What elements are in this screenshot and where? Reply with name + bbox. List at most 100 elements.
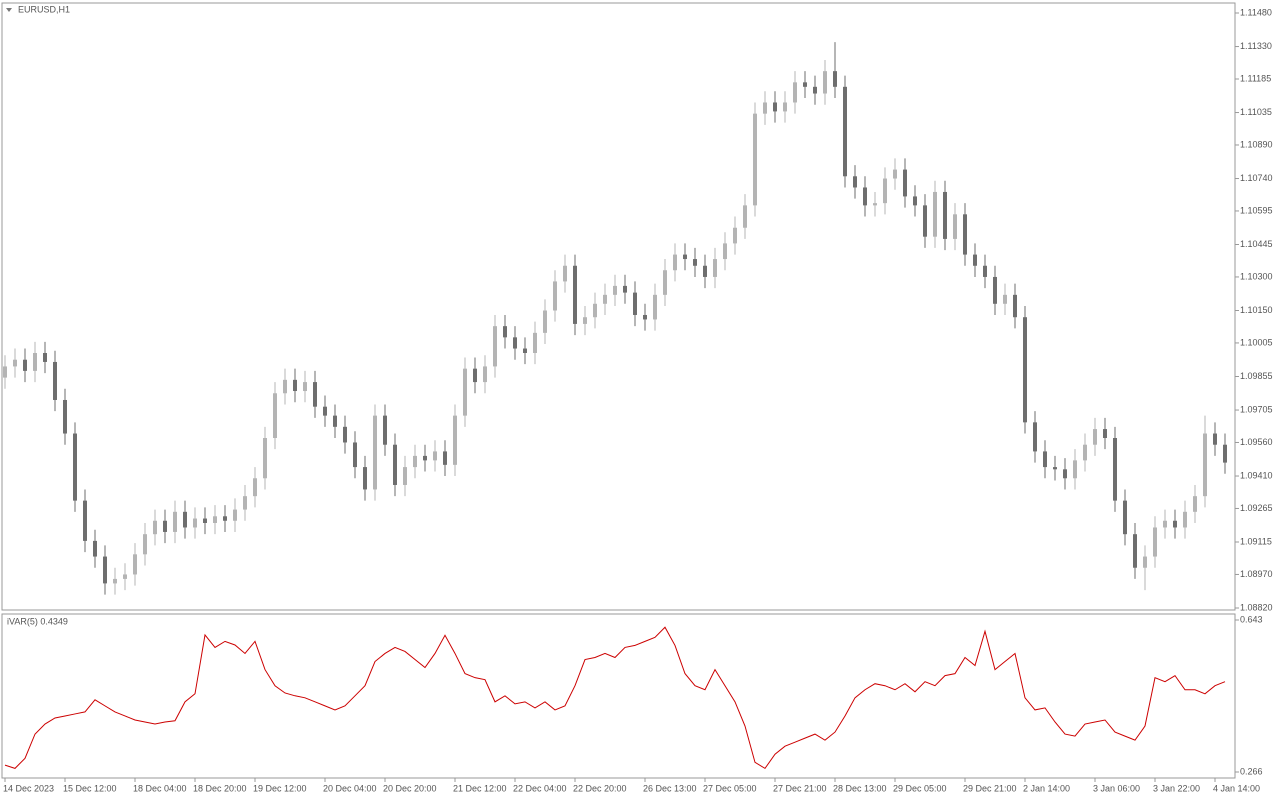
candle-body bbox=[253, 478, 257, 497]
candle-body bbox=[273, 393, 277, 438]
candle-body bbox=[593, 303, 597, 318]
x-tick-label: 21 Dec 12:00 bbox=[453, 783, 507, 793]
candle-body bbox=[413, 455, 417, 468]
y-tick-label: 1.09560 bbox=[1240, 437, 1273, 447]
x-tick-label: 29 Dec 21:00 bbox=[963, 783, 1017, 793]
candle-body bbox=[903, 169, 907, 197]
candle-body bbox=[1213, 433, 1217, 445]
candle-body bbox=[183, 511, 187, 528]
candle-body bbox=[733, 227, 737, 244]
collapse-icon[interactable] bbox=[6, 8, 12, 12]
candle-body bbox=[563, 265, 567, 282]
x-tick-label: 18 Dec 20:00 bbox=[193, 783, 247, 793]
y-tick-label: 1.10150 bbox=[1240, 305, 1273, 315]
candle-body bbox=[293, 379, 297, 392]
candle-body bbox=[933, 191, 937, 237]
candle-body bbox=[263, 438, 267, 479]
candle-body bbox=[483, 366, 487, 383]
x-tick-label: 28 Dec 13:00 bbox=[833, 783, 887, 793]
candle-body bbox=[1193, 496, 1197, 512]
candle-body bbox=[553, 281, 557, 311]
candle-body bbox=[453, 415, 457, 465]
y-tick-label: 1.11480 bbox=[1240, 7, 1272, 17]
candle-body bbox=[63, 399, 67, 434]
candle-body bbox=[913, 196, 917, 206]
candle-body bbox=[673, 254, 677, 271]
candle-body bbox=[823, 71, 827, 94]
candle-body bbox=[783, 102, 787, 112]
candle-body bbox=[203, 518, 207, 523]
candle-body bbox=[713, 259, 717, 277]
candle-body bbox=[193, 518, 197, 528]
candle-body bbox=[233, 509, 237, 521]
y-tick-label: 1.10595 bbox=[1240, 205, 1273, 215]
candle-body bbox=[983, 265, 987, 277]
candle-body bbox=[953, 214, 957, 239]
candle-body bbox=[443, 451, 447, 465]
y-tick-label: 1.11035 bbox=[1240, 107, 1272, 117]
candle-body bbox=[573, 265, 577, 324]
y-tick-label: 1.11185 bbox=[1240, 73, 1271, 83]
candle-body bbox=[93, 540, 97, 557]
candle-body bbox=[1223, 444, 1227, 463]
x-tick-label: 22 Dec 20:00 bbox=[573, 783, 627, 793]
candle-body bbox=[863, 187, 867, 206]
y-tick-label: 0.643 bbox=[1240, 614, 1263, 624]
candle-body bbox=[1063, 469, 1067, 479]
y-tick-label: 1.09855 bbox=[1240, 371, 1273, 381]
candle-body bbox=[703, 265, 707, 277]
candle-body bbox=[363, 467, 367, 490]
candle-body bbox=[143, 534, 147, 555]
candle-body bbox=[623, 285, 627, 293]
candle-body bbox=[463, 368, 467, 416]
y-tick-label: 1.10300 bbox=[1240, 271, 1273, 281]
candle-body bbox=[433, 451, 437, 461]
candle-body bbox=[893, 169, 897, 179]
candle-body bbox=[773, 102, 777, 112]
x-tick-label: 20 Dec 04:00 bbox=[323, 783, 377, 793]
candle-body bbox=[923, 205, 927, 237]
x-tick-label: 19 Dec 12:00 bbox=[253, 783, 307, 793]
candle-body bbox=[533, 332, 537, 353]
candle-body bbox=[123, 574, 127, 579]
y-tick-label: 1.10005 bbox=[1240, 337, 1273, 347]
candle-body bbox=[1003, 294, 1007, 304]
indicator-line bbox=[4, 626, 1226, 770]
x-tick-label: 20 Dec 20:00 bbox=[383, 783, 437, 793]
x-tick-label: 14 Dec 2023 bbox=[3, 783, 54, 793]
candle-body bbox=[373, 415, 377, 490]
candle-body bbox=[3, 366, 7, 378]
candle-body bbox=[693, 259, 697, 266]
candle-body bbox=[473, 368, 477, 383]
candle-body bbox=[503, 326, 507, 338]
x-tick-label: 15 Dec 12:00 bbox=[63, 783, 117, 793]
candle-body bbox=[513, 337, 517, 349]
candle-body bbox=[973, 254, 977, 266]
candle-body bbox=[873, 203, 877, 206]
y-tick-label: 1.10740 bbox=[1240, 173, 1273, 183]
candle-body bbox=[603, 294, 607, 304]
candle-body bbox=[1043, 451, 1047, 468]
candle-body bbox=[53, 361, 57, 400]
y-tick-label: 1.11330 bbox=[1240, 41, 1272, 51]
candle-body bbox=[1183, 511, 1187, 528]
candle-body bbox=[1023, 317, 1027, 423]
y-tick-label: 1.10445 bbox=[1240, 239, 1273, 249]
candle-body bbox=[763, 102, 767, 114]
candle-body bbox=[1203, 433, 1207, 497]
candle-body bbox=[743, 205, 747, 228]
candle-body bbox=[853, 176, 857, 188]
x-tick-label: 3 Jan 06:00 bbox=[1093, 783, 1140, 793]
candle-body bbox=[393, 444, 397, 485]
y-tick-label: 1.09705 bbox=[1240, 404, 1273, 414]
indicator-title: iVAR(5) 0.4349 bbox=[7, 616, 68, 626]
x-tick-label: 29 Dec 05:00 bbox=[893, 783, 947, 793]
symbol-title: EURUSD,H1 bbox=[18, 4, 70, 14]
x-tick-label: 4 Jan 14:00 bbox=[1213, 783, 1260, 793]
candle-body bbox=[1093, 429, 1097, 445]
candle-body bbox=[543, 310, 547, 333]
candle-body bbox=[1143, 556, 1147, 568]
candle-body bbox=[663, 270, 667, 295]
x-tick-label: 2 Jan 14:00 bbox=[1023, 783, 1070, 793]
candle-body bbox=[1053, 467, 1057, 470]
